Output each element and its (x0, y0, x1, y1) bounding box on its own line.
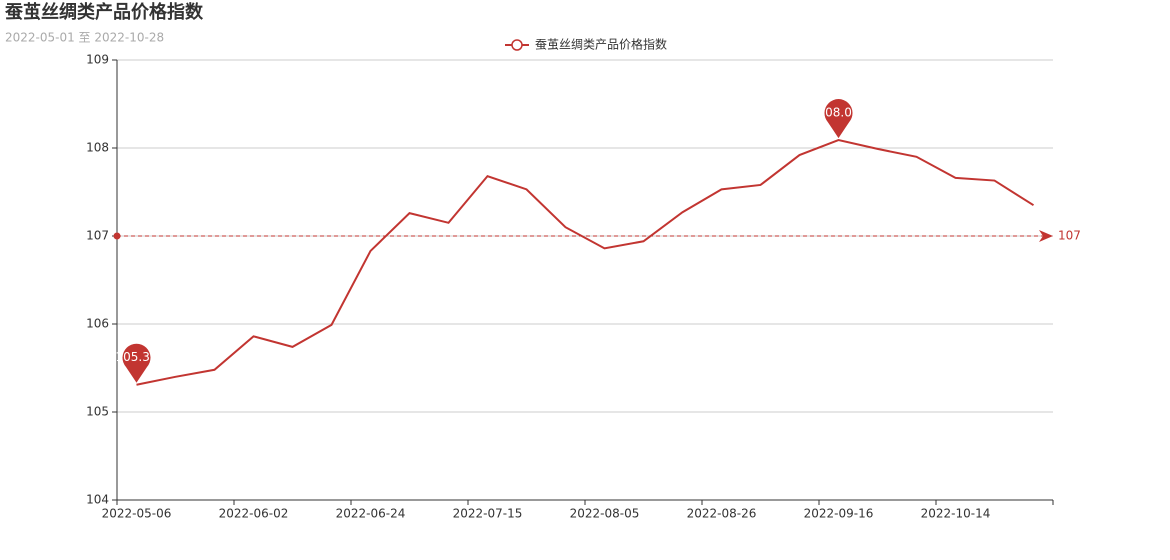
x-tick-label: 2022-06-02 (219, 507, 289, 521)
chart-subtitle: 2022-05-01 至 2022-10-28 (5, 31, 164, 45)
y-tick-label: 107 (86, 229, 109, 243)
x-tick-label: 2022-10-14 (921, 507, 991, 521)
x-tick-label: 2022-05-06 (102, 507, 172, 521)
x-tick-label: 2022-08-05 (570, 507, 640, 521)
legend-marker (511, 39, 523, 51)
mark-line-arrow (1039, 230, 1053, 242)
mark-point-label: 108.09 (818, 106, 860, 120)
series-line (136, 139, 1035, 386)
x-tick-label: 2022-08-26 (687, 507, 757, 521)
y-tick-label: 104 (86, 493, 109, 507)
y-tick-label: 105 (86, 405, 109, 419)
x-tick-label: 2022-09-16 (804, 507, 874, 521)
y-tick-label: 106 (86, 317, 109, 331)
x-tick-label: 2022-07-15 (453, 507, 523, 521)
legend-label: 蚕茧丝绸类产品价格指数 (535, 37, 667, 52)
x-tick-label: 2022-06-24 (336, 507, 406, 521)
mark-line-label: 107 (1058, 229, 1081, 243)
chart-title: 蚕茧丝绸类产品价格指数 (4, 1, 204, 23)
mark-point-label: 105.31 (116, 350, 158, 364)
y-tick-label: 109 (86, 53, 109, 67)
mark-line-start (113, 232, 121, 240)
mark-point (122, 343, 151, 383)
mark-point (824, 99, 853, 139)
y-tick-label: 108 (86, 141, 109, 155)
